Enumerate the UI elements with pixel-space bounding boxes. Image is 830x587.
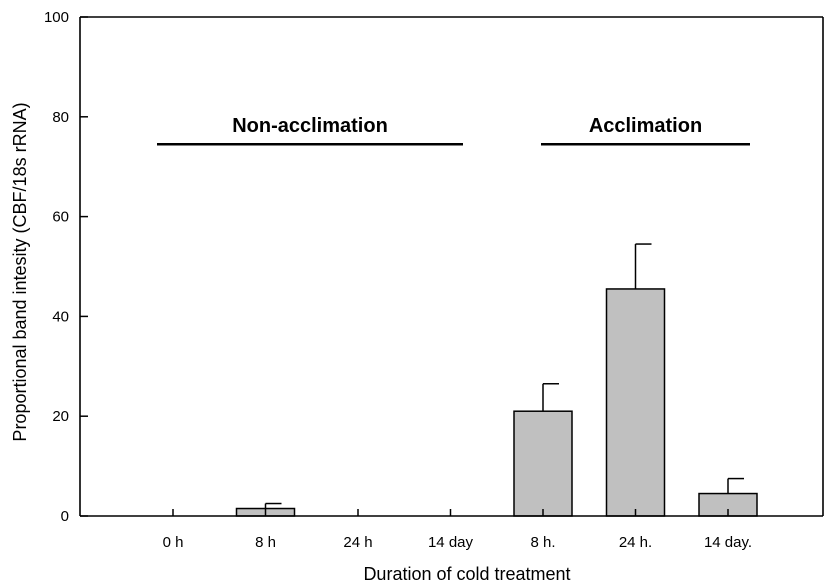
y-axis-title: Proportional band intesity (CBF/18s rRNA…: [10, 102, 30, 441]
y-tick-label-2: 40: [52, 308, 69, 325]
bar-5: [605, 288, 666, 517]
plot-area: 0 20 40 60 80 100 0 h 8 h 24 h 14 day 8 h. 24 h. 14 …: [44, 9, 824, 551]
x-tick-label-2: 24 h: [343, 534, 372, 551]
group-label-1: Acclimation: [589, 115, 702, 137]
y-tick-label-0: 0: [61, 508, 69, 525]
x-tick-label-5: 24 h.: [619, 534, 652, 551]
y-tick-label-1: 20: [52, 408, 69, 425]
y-tick-label-3: 60: [52, 209, 69, 226]
x-tick-label-0: 0 h: [163, 534, 184, 551]
x-tick-label-3: 14 day: [428, 534, 474, 551]
x-axis-title: Duration of cold treatment: [363, 564, 570, 584]
y-tick-label-5: 100: [44, 9, 69, 26]
bar-4: [513, 410, 573, 517]
x-tick-label-1: 8 h: [255, 534, 276, 551]
x-tick-label-6: 14 day.: [704, 534, 752, 551]
group-label-0: Non-acclimation: [232, 115, 388, 137]
x-tick-label-4: 8 h.: [530, 534, 555, 551]
y-tick-label-4: 80: [52, 109, 69, 126]
